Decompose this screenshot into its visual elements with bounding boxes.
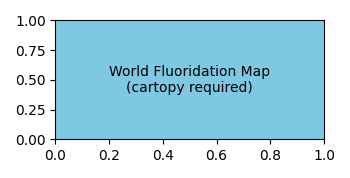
Text: World Fluoridation Map
(cartopy required): World Fluoridation Map (cartopy required… xyxy=(109,65,270,95)
